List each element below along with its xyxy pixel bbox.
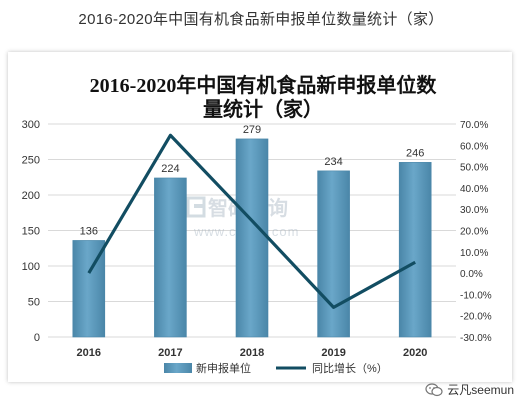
bar-label-2020: 246 — [406, 147, 424, 159]
bar-2019 — [317, 170, 350, 338]
watermark-logo-icon — [186, 196, 206, 218]
bars — [72, 138, 432, 338]
legend-bar-label: 新申报单位 — [196, 361, 251, 375]
page-caption: 2016-2020年中国有机食品新申报单位数量统计（家） — [78, 11, 444, 28]
chart-title-line1: 2016-2020年中国有机食品新申报单位数 — [90, 73, 438, 97]
right-tick-label: 70.0% — [460, 120, 488, 131]
growth-line-layer — [87, 133, 416, 309]
bar-2018 — [235, 138, 269, 338]
footer-brand-text: 云凡seemun — [447, 383, 514, 397]
left-tick-label: 250 — [22, 155, 40, 167]
chart-svg: 2016-2020年中国有机食品新申报单位数 量统计（家） 0 50 100 150 2… — [22, 73, 492, 375]
right-axis-ticks: -30.0% -20.0% -10.0% 0.0% 10.0% 20.0% 30.0% 40.… — [460, 120, 492, 344]
chart-title-line2: 量统计（家） — [203, 97, 323, 121]
left-tick-label: 0 — [34, 332, 40, 344]
x-tick-label-2017: 2017 — [158, 347, 182, 359]
right-tick-label: -10.0% — [460, 290, 492, 301]
right-tick-label: 60.0% — [460, 141, 488, 152]
x-tick-label-2018: 2018 — [240, 347, 264, 359]
left-tick-label: 300 — [22, 119, 40, 131]
bar-2020 — [398, 162, 432, 338]
right-tick-label: 40.0% — [460, 184, 488, 195]
right-tick-label: -20.0% — [460, 312, 492, 323]
x-tick-label-2020: 2020 — [403, 347, 427, 359]
bar-label-2019: 234 — [324, 156, 342, 168]
right-tick-label: 10.0% — [460, 248, 488, 259]
left-tick-label: 100 — [22, 261, 40, 273]
bar-label-2017: 224 — [161, 163, 179, 175]
wechat-icon — [425, 382, 443, 396]
growth-line — [87, 133, 416, 309]
left-tick-label: 50 — [28, 297, 40, 309]
legend-line-label: 同比增长（%） — [312, 361, 388, 375]
left-tick-label: 150 — [22, 226, 40, 238]
right-tick-label: -30.0% — [460, 333, 492, 344]
x-tick-label-2019: 2019 — [321, 347, 345, 359]
bar-data-labels: 136 224 279 234 246 — [80, 124, 425, 238]
bar-label-2018: 279 — [243, 124, 261, 136]
legend: 新申报单位 同比增长（%） — [164, 361, 388, 375]
x-axis-ticks: 2016 2017 2018 2019 2020 — [77, 347, 428, 359]
bar-label-2016: 136 — [80, 225, 98, 237]
bar-2017 — [154, 177, 187, 338]
footer-brand: 云凡seemun — [425, 381, 514, 398]
chart-frame: 2016-2020年中国有机食品新申报单位数 量统计（家） 0 50 100 150 2… — [8, 52, 512, 382]
left-axis-ticks: 0 50 100 150 200 250 300 — [22, 119, 40, 344]
left-tick-label: 200 — [22, 190, 40, 202]
x-tick-label-2016: 2016 — [77, 347, 101, 359]
right-tick-label: 30.0% — [460, 205, 488, 216]
legend-bar-swatch — [164, 363, 192, 373]
right-tick-label: 20.0% — [460, 227, 488, 238]
right-tick-label: 0.0% — [460, 269, 483, 280]
right-tick-label: 50.0% — [460, 163, 488, 174]
